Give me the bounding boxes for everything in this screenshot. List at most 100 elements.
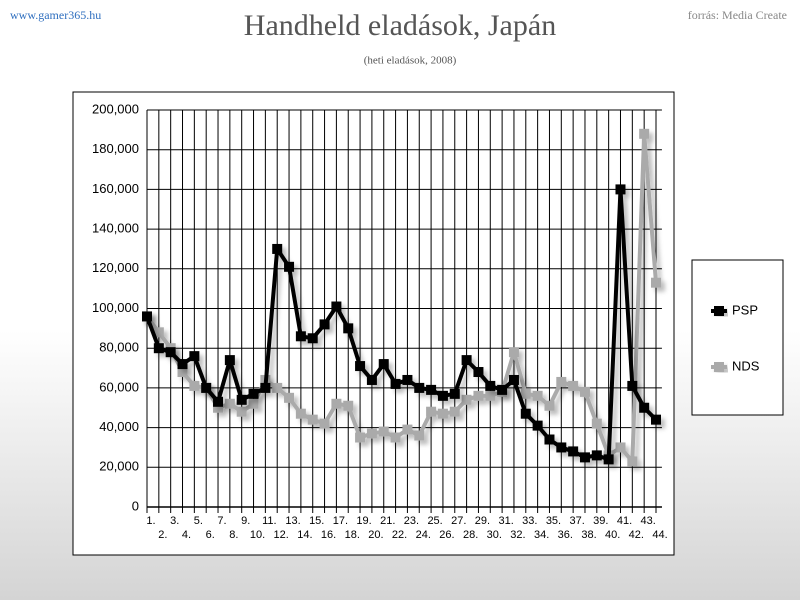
data-point bbox=[402, 424, 413, 435]
x-tick-label: 13. bbox=[285, 515, 300, 527]
data-point bbox=[189, 380, 200, 391]
legend-box bbox=[691, 259, 784, 416]
plot-frame bbox=[72, 91, 675, 556]
data-point bbox=[319, 418, 330, 429]
x-tick-label: 41. bbox=[617, 515, 632, 527]
data-point bbox=[639, 402, 650, 413]
data-point bbox=[591, 418, 602, 429]
data-point bbox=[579, 386, 590, 397]
data-point bbox=[236, 406, 247, 417]
data-point bbox=[508, 374, 519, 385]
x-tick-label: 10. bbox=[250, 529, 265, 541]
y-tick-label: 200,000 bbox=[92, 101, 139, 116]
x-tick-label: 12. bbox=[274, 529, 289, 541]
x-tick-label: 33. bbox=[522, 515, 537, 527]
data-point bbox=[485, 380, 496, 391]
x-tick-label: 18. bbox=[345, 529, 360, 541]
data-point bbox=[556, 376, 567, 387]
data-point bbox=[142, 311, 152, 322]
data-point bbox=[461, 394, 472, 405]
legend-label: NDS bbox=[732, 358, 760, 373]
data-point bbox=[402, 374, 413, 385]
data-point bbox=[568, 446, 579, 457]
x-tick-label: 22. bbox=[392, 529, 407, 541]
x-tick-label: 1. bbox=[146, 515, 155, 527]
data-point bbox=[485, 390, 496, 401]
x-tick-label: 23. bbox=[404, 515, 419, 527]
x-tick-label: 28. bbox=[463, 529, 478, 541]
data-point bbox=[355, 361, 366, 372]
data-point bbox=[473, 367, 484, 378]
x-tick-label: 40. bbox=[605, 529, 620, 541]
data-point bbox=[153, 343, 164, 354]
chart-title: Handheld eladások, Japán bbox=[244, 9, 556, 42]
x-tick-label: 2. bbox=[158, 529, 167, 541]
data-point bbox=[615, 184, 626, 195]
data-point bbox=[449, 388, 460, 399]
data-point bbox=[224, 398, 235, 409]
data-point bbox=[520, 388, 531, 399]
legend-marker bbox=[714, 362, 724, 372]
chart-subtitle: (heti eladások, 2008) bbox=[364, 55, 457, 67]
data-point bbox=[651, 277, 661, 288]
x-tick-label: 39. bbox=[593, 515, 608, 527]
data-point bbox=[508, 347, 519, 358]
data-point bbox=[213, 402, 224, 413]
x-tick-label: 5. bbox=[194, 515, 203, 527]
data-point bbox=[272, 382, 283, 393]
data-point bbox=[639, 128, 650, 139]
data-point bbox=[272, 243, 283, 254]
data-point bbox=[331, 301, 342, 312]
data-point bbox=[627, 456, 638, 467]
data-point bbox=[236, 394, 247, 405]
x-tick-label: 37. bbox=[569, 515, 584, 527]
y-tick-label: 60,000 bbox=[99, 379, 139, 394]
x-tick-label: 3. bbox=[170, 515, 179, 527]
data-point bbox=[532, 420, 543, 431]
data-point bbox=[544, 434, 555, 445]
data-point bbox=[615, 442, 626, 453]
data-point bbox=[627, 380, 638, 391]
data-point bbox=[544, 400, 555, 411]
data-point bbox=[591, 450, 602, 461]
data-point bbox=[260, 382, 271, 393]
data-point bbox=[343, 323, 354, 334]
data-point bbox=[437, 408, 448, 419]
x-tick-label: 25. bbox=[427, 515, 442, 527]
data-point bbox=[177, 367, 188, 378]
y-tick-label: 160,000 bbox=[92, 181, 139, 196]
legend-item bbox=[711, 306, 727, 316]
data-point bbox=[343, 400, 354, 411]
data-point bbox=[426, 384, 437, 395]
data-point bbox=[284, 392, 295, 403]
x-tick-label: 31. bbox=[498, 515, 513, 527]
x-tick-label: 38. bbox=[581, 529, 596, 541]
legend-marker bbox=[714, 306, 724, 316]
data-point bbox=[414, 382, 425, 393]
data-point bbox=[366, 374, 377, 385]
x-tick-label: 14. bbox=[297, 529, 312, 541]
x-tick-label: 36. bbox=[558, 529, 573, 541]
x-tick-label: 6. bbox=[206, 529, 215, 541]
x-tick-label: 29. bbox=[475, 515, 490, 527]
y-tick-label: 120,000 bbox=[92, 260, 139, 275]
y-tick-label: 180,000 bbox=[92, 141, 139, 156]
data-point bbox=[248, 398, 259, 409]
data-point bbox=[426, 406, 437, 417]
data-point bbox=[414, 430, 425, 441]
data-point bbox=[473, 390, 484, 401]
data-point bbox=[556, 442, 567, 453]
data-point bbox=[603, 454, 614, 465]
data-point bbox=[307, 414, 318, 425]
data-point bbox=[189, 351, 200, 362]
x-tick-label: 30. bbox=[487, 529, 502, 541]
x-tick-label: 15. bbox=[309, 515, 324, 527]
data-point bbox=[532, 390, 543, 401]
data-point bbox=[307, 333, 318, 344]
x-tick-label: 43. bbox=[641, 515, 656, 527]
x-tick-label: 24. bbox=[416, 529, 431, 541]
x-tick-label: 16. bbox=[321, 529, 336, 541]
x-tick-label: 44. bbox=[652, 529, 667, 541]
data-point bbox=[390, 432, 401, 443]
